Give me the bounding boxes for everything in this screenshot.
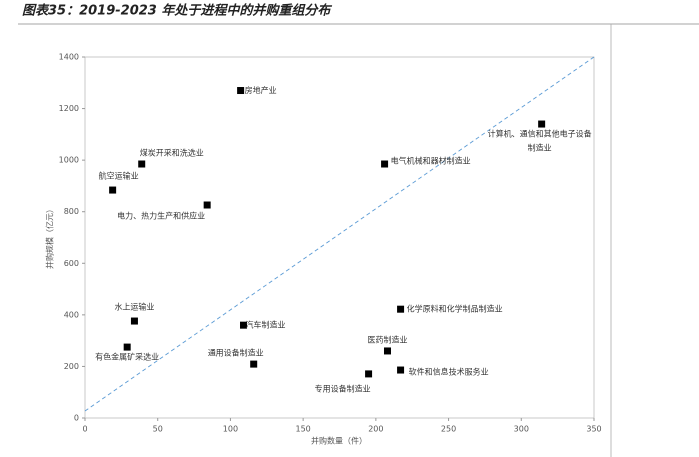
point [250, 360, 258, 368]
point-label: 有色金属矿采选业 [95, 352, 159, 362]
point [109, 186, 117, 194]
y-tick-label: 600 [64, 259, 79, 268]
point [397, 305, 405, 313]
x-tick-label: 150 [296, 425, 311, 434]
x-tick-label: 300 [514, 425, 529, 434]
x-tick-label: 50 [153, 425, 163, 434]
y-axis-title: 并购规模（亿元） [45, 205, 55, 269]
x-tick-label: 350 [586, 425, 601, 434]
y-tick-label: 800 [64, 207, 79, 216]
point-label: 专用设备制造业 [315, 383, 371, 393]
point-label: 制造业 [528, 143, 552, 153]
point [203, 201, 211, 209]
point [240, 321, 248, 329]
x-tick-label: 250 [441, 425, 456, 434]
plot-frame [84, 56, 595, 419]
point-label: 电力、热力生产和供应业 [117, 211, 205, 221]
y-tick-label: 200 [64, 362, 79, 371]
point [365, 370, 373, 378]
point [237, 87, 245, 95]
x-tick-label: 0 [82, 425, 87, 434]
point [138, 160, 146, 168]
y-tick-label: 1200 [59, 104, 79, 113]
point-label: 计算机、通信和其他电子设备 [488, 129, 592, 139]
point-label: 通用设备制造业 [208, 348, 264, 358]
y-tick-label: 0 [74, 414, 79, 423]
y-tick-label: 1000 [59, 156, 79, 165]
point-label: 电气机械和器材制造业 [391, 156, 471, 166]
x-tick-label: 100 [223, 425, 238, 434]
x-tick-label: 200 [368, 425, 383, 434]
point-label: 软件和信息技术服务业 [409, 367, 489, 377]
point [381, 160, 389, 168]
point [538, 120, 546, 128]
point-label: 汽车制造业 [246, 320, 286, 330]
point-label: 房地产业 [245, 85, 277, 95]
trend-line [84, 56, 595, 412]
point-label: 煤炭开采和洗选业 [140, 148, 204, 158]
point [130, 317, 138, 325]
point [123, 343, 131, 351]
point-label: 水上运输业 [114, 302, 154, 312]
y-tick-label: 400 [64, 310, 79, 319]
y-tick-label: 1400 [59, 53, 79, 62]
chart-title: 图表35：2019-2023 年处于进程中的并购重组分布 [22, 3, 332, 19]
point-label: 医药制造业 [367, 334, 407, 344]
point [383, 347, 391, 355]
point-label: 化学原料和化学制品制造业 [407, 304, 503, 314]
point [397, 366, 405, 374]
point-label: 航空运输业 [99, 171, 139, 181]
x-axis-title: 并购数量（件） [311, 436, 367, 446]
